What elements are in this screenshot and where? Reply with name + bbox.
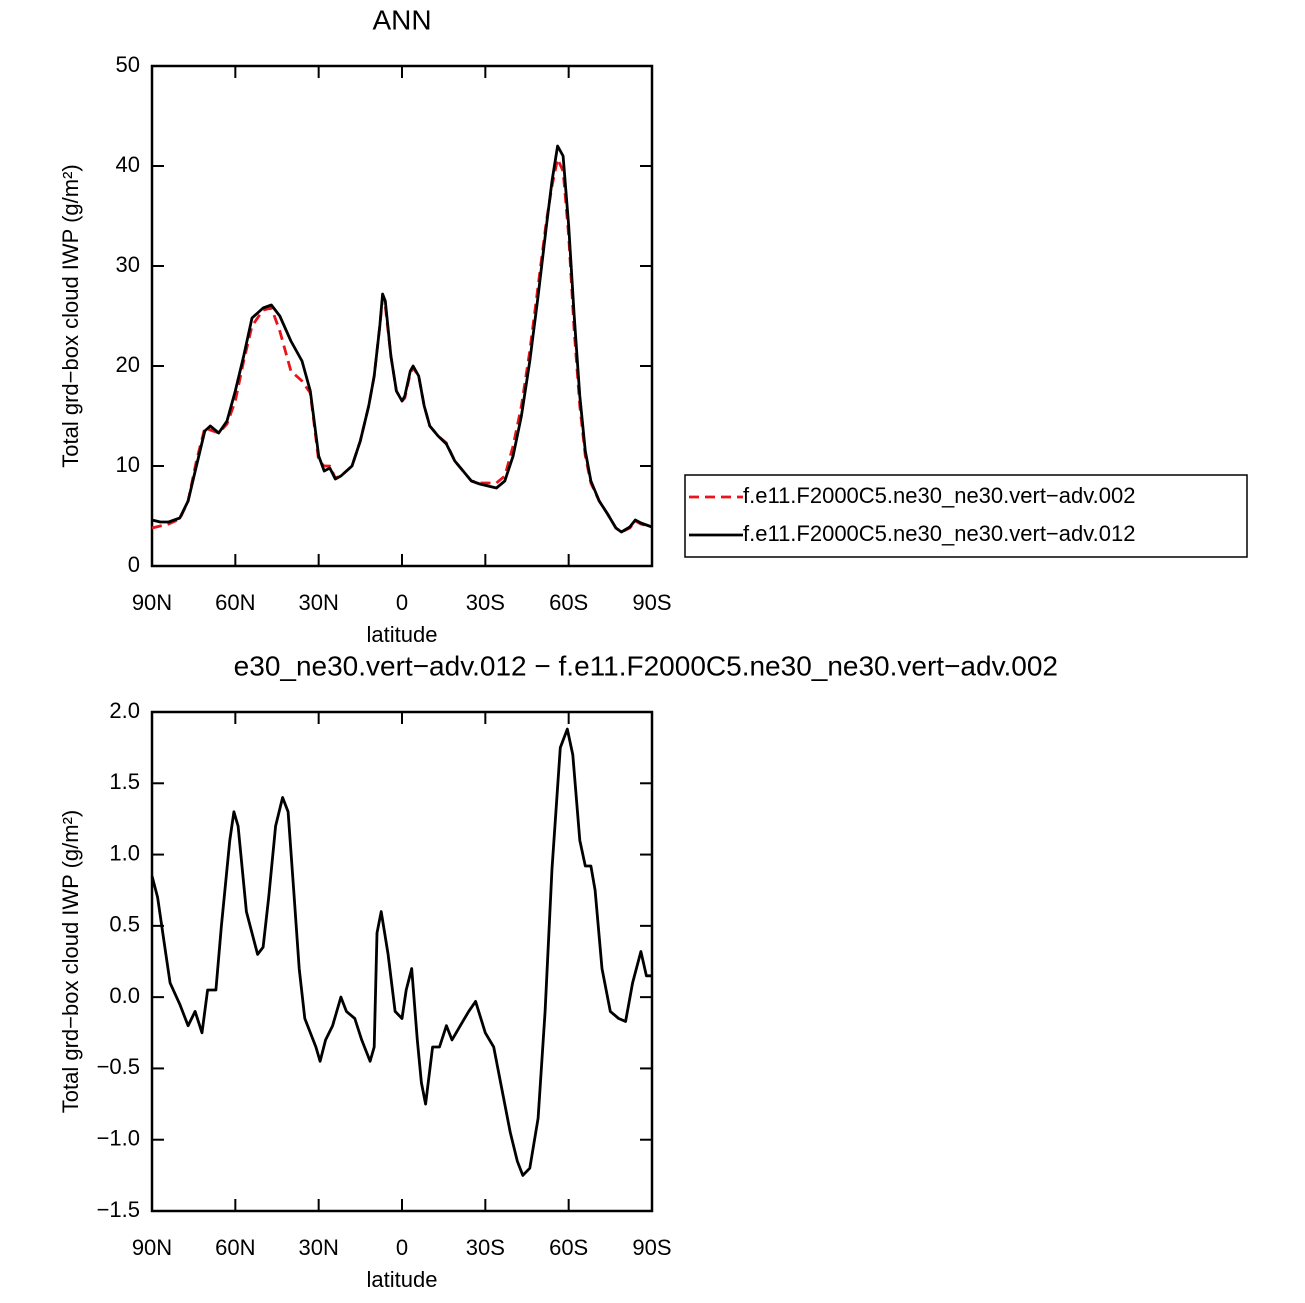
y-tick-label: 50 [116, 52, 140, 77]
x-tick-label: 60S [549, 1235, 588, 1260]
x-tick-label: 60S [549, 590, 588, 615]
x-tick-label: 60N [215, 1235, 255, 1260]
x-tick-label: 30S [466, 590, 505, 615]
x-tick-label: 0 [396, 1235, 408, 1260]
x-axis-label: latitude [367, 1267, 438, 1292]
legend-label: f.e11.F2000C5.ne30_ne30.vert−adv.012 [743, 521, 1135, 546]
y-tick-label: 30 [116, 252, 140, 277]
y-tick-label: 1.5 [109, 769, 140, 794]
y-tick-label: 40 [116, 152, 140, 177]
y-axis-label: Total grd−box cloud IWP (g/m²) [58, 164, 83, 467]
y-tick-label: 1.0 [109, 840, 140, 865]
x-tick-label: 90N [132, 1235, 172, 1260]
y-tick-label: −0.5 [97, 1054, 140, 1079]
x-tick-label: 0 [396, 590, 408, 615]
y-tick-label: 0 [128, 552, 140, 577]
x-tick-label: 90S [632, 590, 671, 615]
data-line [150, 727, 652, 1177]
x-tick-label: 60N [215, 590, 255, 615]
y-axis-label: Total grd−box cloud IWP (g/m²) [58, 810, 83, 1113]
y-tick-label: 10 [116, 452, 140, 477]
data-line [151, 144, 653, 534]
y-tick-label: 0.0 [109, 983, 140, 1008]
y-tick-label: −1.0 [97, 1126, 140, 1151]
x-tick-label: 90N [132, 590, 172, 615]
x-tick-label: 30N [298, 590, 338, 615]
x-tick-label: 30S [466, 1235, 505, 1260]
x-tick-label: 30N [298, 1235, 338, 1260]
x-axis-label: latitude [367, 622, 438, 647]
legend-label: f.e11.F2000C5.ne30_ne30.vert−adv.002 [743, 483, 1135, 508]
y-tick-label: 20 [116, 352, 140, 377]
legend-box [684, 474, 1248, 558]
x-tick-label: 90S [632, 1235, 671, 1260]
plot-frame [150, 64, 654, 568]
y-tick-label: −1.5 [97, 1197, 140, 1222]
chart-title: e30_ne30.vert−adv.012 − f.e11.F2000C5.ne… [234, 650, 1058, 681]
y-tick-label: 2.0 [109, 698, 140, 723]
plot-frame [150, 710, 654, 1213]
y-tick-label: 0.5 [109, 912, 140, 937]
chart-title: ANN [372, 4, 431, 35]
